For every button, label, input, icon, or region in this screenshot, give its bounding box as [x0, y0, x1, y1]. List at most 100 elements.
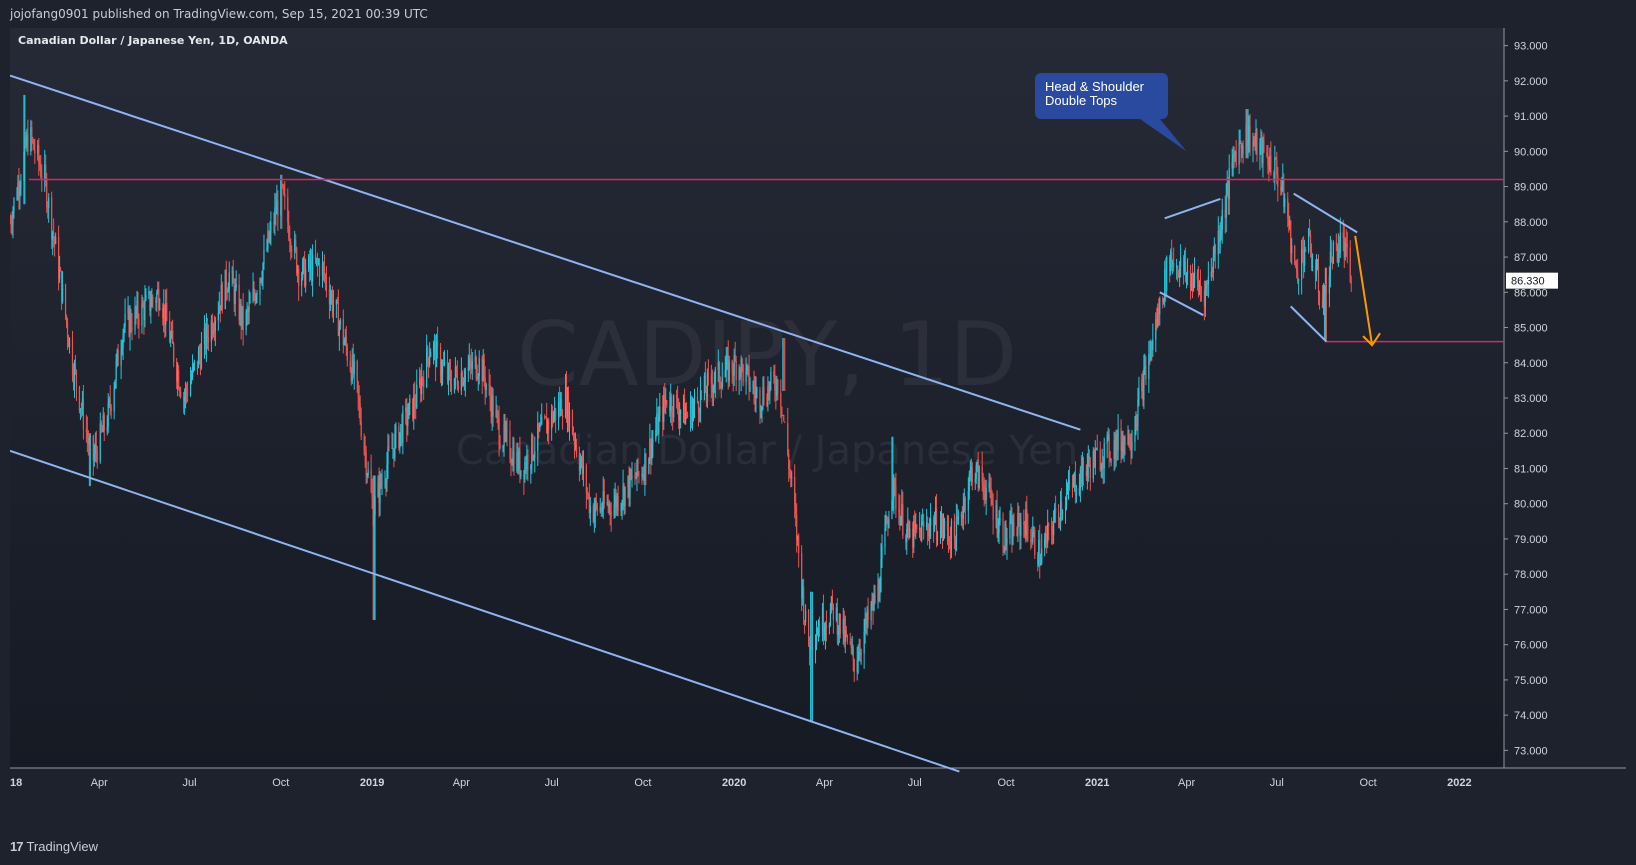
candle — [505, 420, 507, 443]
candle — [1038, 529, 1040, 568]
candle-body — [1010, 518, 1012, 523]
candle — [66, 317, 69, 350]
candle — [624, 486, 626, 515]
candle — [191, 354, 194, 381]
candle-body — [1078, 488, 1081, 495]
candle-body — [651, 442, 653, 460]
candle — [859, 639, 861, 663]
candle — [580, 455, 583, 469]
candle — [416, 369, 418, 410]
candle — [871, 592, 873, 611]
candle-body — [79, 408, 82, 411]
candle-body — [974, 478, 976, 483]
candle-body — [1322, 293, 1325, 308]
candle-body — [1100, 468, 1102, 470]
candle — [246, 302, 248, 326]
candle — [502, 445, 504, 453]
candle — [157, 281, 159, 295]
candle — [927, 516, 929, 546]
candle-body — [103, 415, 105, 431]
candle — [901, 489, 903, 526]
candle-body — [1089, 464, 1091, 479]
candle-body — [1199, 284, 1202, 291]
candle — [1169, 254, 1171, 283]
candle-body — [331, 293, 334, 312]
candle-body — [267, 231, 269, 249]
candle-body — [87, 438, 89, 445]
candle-body — [483, 359, 485, 378]
candle-body — [641, 473, 643, 477]
candle — [906, 523, 908, 555]
candle — [335, 299, 337, 318]
candle — [54, 236, 56, 257]
candle — [462, 377, 464, 387]
candle — [630, 468, 632, 481]
candle — [405, 398, 407, 425]
candle — [1310, 243, 1313, 271]
candle-body — [748, 366, 750, 390]
candle — [922, 508, 924, 526]
candle-body — [506, 429, 508, 431]
candle — [568, 402, 571, 441]
candle-body — [1165, 268, 1167, 291]
candle — [211, 313, 213, 340]
candle-body — [960, 515, 962, 517]
candle — [555, 407, 557, 433]
candle — [920, 527, 922, 541]
candle-body — [27, 134, 29, 152]
candle-body — [596, 504, 598, 512]
candle-body — [787, 423, 789, 455]
candle — [908, 519, 910, 541]
candle — [697, 400, 700, 427]
candle-body — [1082, 457, 1084, 471]
candle — [1284, 193, 1286, 214]
candle — [1079, 465, 1082, 503]
candle — [434, 335, 437, 382]
candle — [691, 396, 694, 431]
candle-body — [1304, 249, 1306, 266]
candle — [796, 503, 798, 553]
candle-body — [657, 413, 659, 435]
candle-body — [538, 423, 540, 431]
candle-body — [1176, 265, 1178, 268]
candle — [769, 381, 771, 405]
candle-body — [516, 451, 518, 471]
candle — [1298, 278, 1300, 295]
candle-body — [615, 495, 617, 508]
candle — [95, 430, 97, 464]
candle — [217, 301, 219, 331]
candle — [763, 375, 765, 406]
candle-body — [864, 617, 866, 632]
candle — [499, 434, 501, 450]
candle-body — [963, 498, 965, 508]
candle-body — [1047, 523, 1049, 544]
candle-body — [169, 320, 171, 343]
candle — [1205, 280, 1207, 296]
candle — [498, 405, 500, 457]
candle — [476, 364, 478, 381]
x-tick-label: Oct — [634, 777, 651, 789]
tradingview-logo[interactable]: 17 TradingView — [10, 839, 98, 854]
candle-body — [829, 609, 832, 626]
candle-body — [1023, 522, 1025, 526]
candle-body — [366, 475, 368, 477]
candle — [741, 357, 743, 373]
candle — [357, 380, 359, 411]
candle-body — [879, 591, 881, 596]
candle — [1291, 238, 1293, 265]
candle-body — [801, 552, 803, 599]
candle — [1096, 434, 1098, 451]
candle — [1057, 504, 1060, 529]
candle-body — [878, 584, 880, 596]
candle — [463, 368, 465, 391]
candle-body — [1337, 248, 1339, 263]
candle — [436, 326, 439, 359]
candle — [158, 281, 160, 317]
candle-body — [565, 386, 568, 418]
candle — [282, 183, 284, 190]
candle-body — [739, 368, 741, 377]
candle-body — [256, 294, 258, 296]
candle — [1184, 247, 1187, 283]
candle — [18, 167, 20, 210]
